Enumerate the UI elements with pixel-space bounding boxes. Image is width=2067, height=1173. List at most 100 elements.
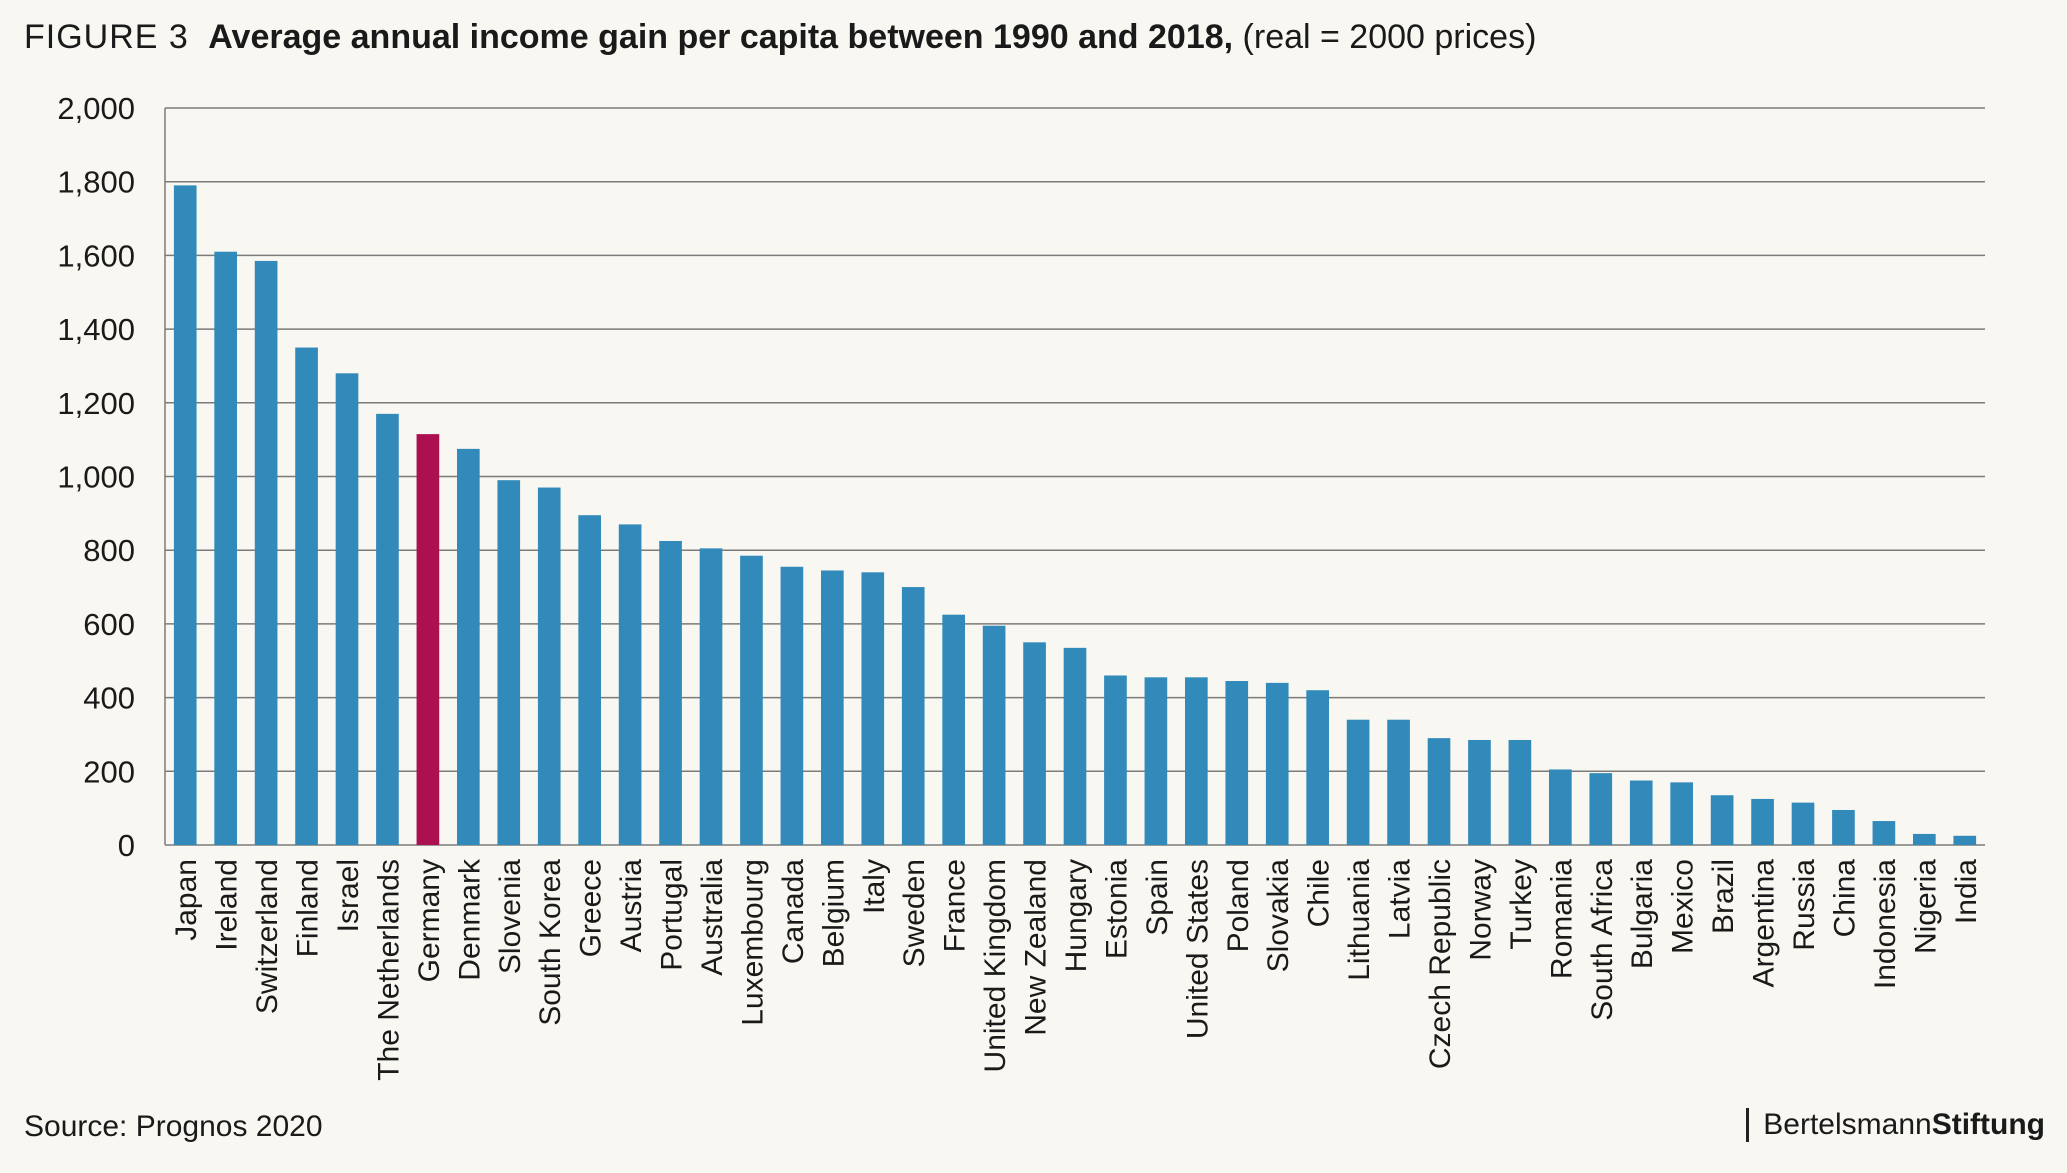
x-tick-label: Slovenia [494,859,527,974]
brand-logo: BertelsmannStiftung [1746,1108,2045,1142]
bar [214,251,237,846]
x-tick-label: Nigeria [1909,859,1942,954]
figure-label: FIGURE 3 [24,18,189,56]
bar [1346,719,1370,845]
bar [1185,677,1208,845]
bar [821,570,844,845]
bar [416,434,440,845]
x-tick-label: Luxembourg [736,859,769,1026]
x-tick-label: Slovakia [1262,859,1295,973]
x-tick-label: Ireland [211,859,244,951]
bar [1427,738,1451,845]
y-tick-label: 1,800 [57,165,135,200]
x-tick-label: Brazil [1707,859,1740,934]
bar [740,555,763,845]
bar [1832,809,1855,845]
bar [982,625,1006,845]
y-tick-label: 200 [83,754,135,789]
x-tick-label: Sweden [898,859,931,967]
x-tick-label: Australia [696,859,729,976]
y-tick-label: 2,000 [57,91,135,126]
x-tick-label: Canada [777,859,810,964]
x-tick-label: Belgium [817,859,850,967]
bar [901,587,925,845]
bar [1104,675,1127,845]
bar [1063,647,1087,845]
bar [1872,821,1896,845]
y-tick-label: 0 [118,828,135,863]
x-tick-label: Austria [615,859,648,953]
brand-bold: Stiftung [1931,1108,2045,1141]
x-tick-label: Estonia [1100,859,1133,959]
y-tick-label: 1,600 [57,238,135,273]
x-tick-label: China [1828,859,1861,938]
x-tick-label: France [939,859,972,952]
x-tick-label: Denmark [453,858,486,981]
bar [942,614,965,845]
chart-title: FIGURE 3 Average annual income gain per … [24,18,1536,57]
x-tick-label: Mexico [1667,859,1700,954]
x-tick-label: United States [1181,859,1214,1039]
x-tick-label: Russia [1788,859,1821,951]
bar [1508,739,1532,845]
x-tick-label: Lithuania [1343,859,1376,981]
bar [173,185,197,845]
bar [1144,677,1168,845]
y-tick-label: 400 [83,681,135,716]
bar [1751,798,1774,845]
bar [537,487,561,845]
x-tick-label: Indonesia [1869,859,1902,989]
x-tick-label: Bulgaria [1626,859,1659,969]
x-tick-label: Spain [1141,859,1174,936]
bar [1791,802,1815,845]
y-tick-label: 1,000 [57,460,135,495]
bar [659,540,682,845]
bar [254,260,278,845]
x-tick-label: Hungary [1060,859,1093,972]
x-tick-label: United Kingdom [979,859,1012,1072]
x-tick-label: Argentina [1748,859,1781,988]
x-tick-label: Norway [1464,859,1497,961]
bar [578,515,601,845]
source-note: Source: Prognos 2020 [24,1110,323,1143]
x-tick-label: Finland [292,859,325,957]
x-tick-label: Japan [170,859,203,941]
x-tick-label: Chile [1303,859,1336,927]
bar [1225,681,1249,845]
x-tick-label: South Africa [1586,859,1619,1021]
bar [335,373,359,845]
x-tick-label: Switzerland [251,859,284,1014]
brand-light: Bertelsmann [1763,1108,1932,1141]
title-main: Average annual income gain per capita be… [208,18,1234,56]
x-tick-label: Germany [413,859,446,982]
y-tick-label: 800 [83,533,135,568]
x-tick-label: Portugal [656,859,689,971]
bar [1265,682,1289,845]
bar [1589,773,1613,845]
x-tick-label: Greece [575,859,608,957]
bar [1710,795,1734,845]
bar [1953,835,1977,845]
bar [1670,782,1693,845]
x-tick-label: Poland [1222,859,1255,952]
bar [780,566,804,845]
bar [1023,642,1046,845]
x-tick-label: New Zealand [1020,859,1053,1036]
bar [1913,833,1936,845]
x-tick-label: Turkey [1505,859,1538,950]
bar [457,448,480,845]
bar [376,413,399,845]
bar [1387,719,1410,845]
bar [618,524,642,845]
bar [699,548,723,845]
x-tick-label: The Netherlands [372,859,405,1081]
title-subtitle: (real = 2000 prices) [1242,18,1537,56]
y-tick-label: 600 [83,607,135,642]
y-tick-label: 1,200 [57,386,135,421]
bar [1468,739,1491,845]
bar [1629,780,1653,845]
x-tick-label: India [1950,859,1983,924]
bar [497,480,521,845]
bar [1549,769,1572,845]
x-tick-label: Israel [332,859,365,932]
